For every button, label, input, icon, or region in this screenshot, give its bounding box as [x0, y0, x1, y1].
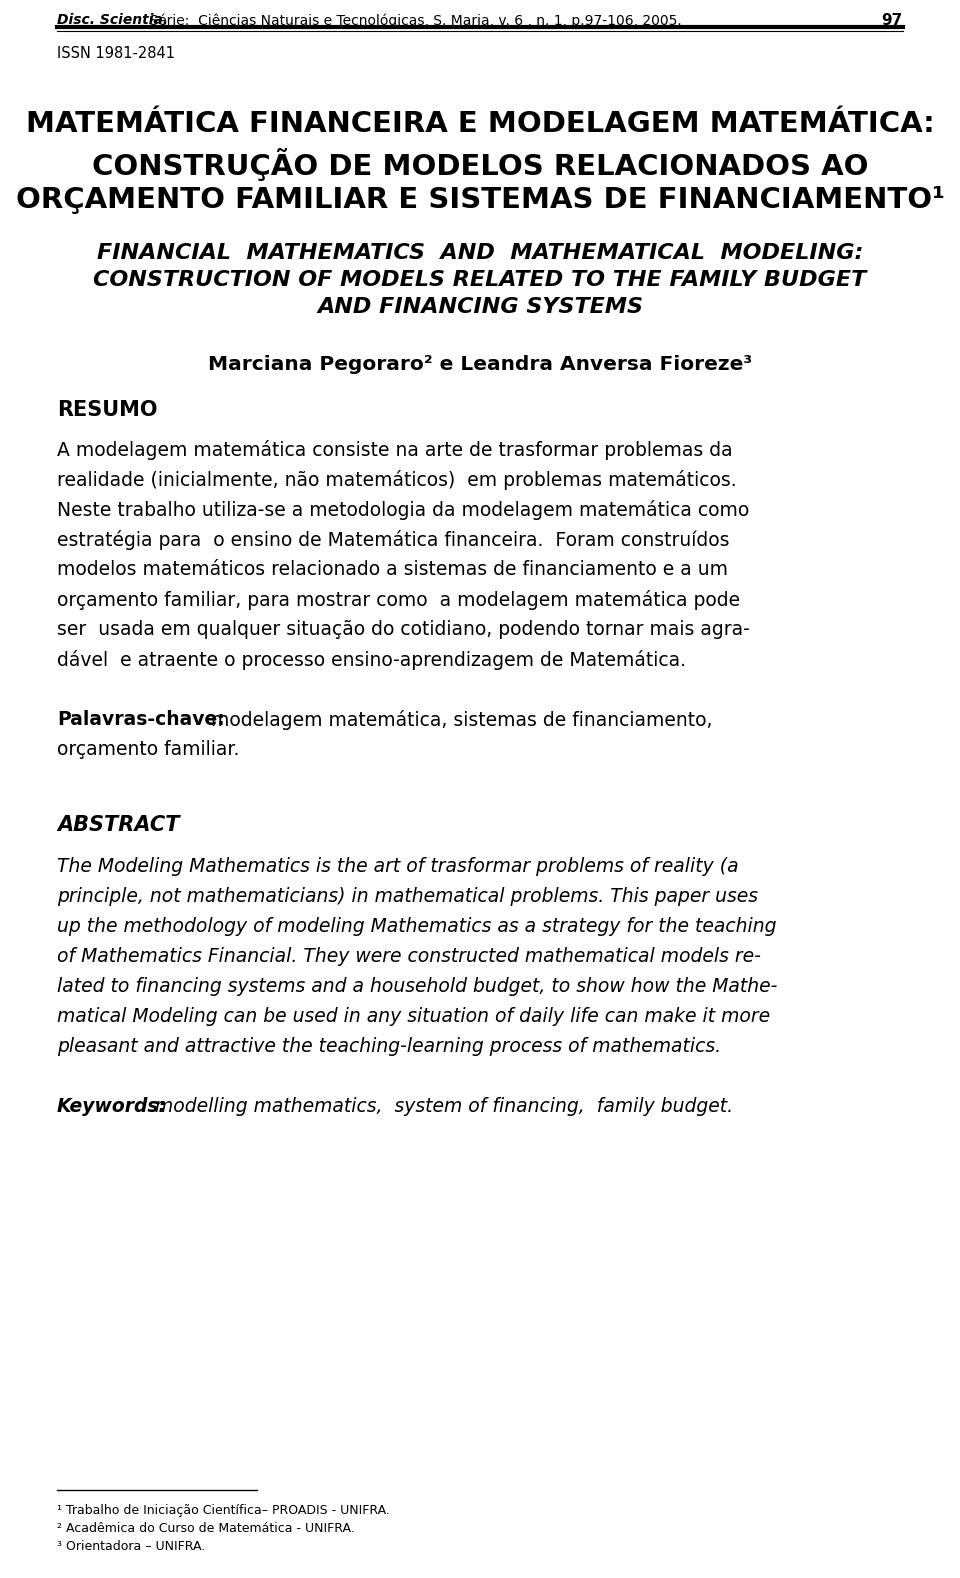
Text: principle, not mathematicians) in mathematical problems. This paper uses: principle, not mathematicians) in mathem… [57, 887, 758, 906]
Text: pleasant and attractive the teaching-learning process of mathematics.: pleasant and attractive the teaching-lea… [57, 1037, 721, 1056]
Text: ² Acadêmica do Curso de Matemática - UNIFRA.: ² Acadêmica do Curso de Matemática - UNI… [57, 1523, 355, 1535]
Text: A modelagem matemática consiste na arte de trasformar problemas da: A modelagem matemática consiste na arte … [57, 440, 732, 461]
Text: 97: 97 [881, 13, 903, 28]
Text: Disc. Scientia.: Disc. Scientia. [57, 13, 168, 27]
Text: realidade (inicialmente, não matemáticos)  em problemas matemáticos.: realidade (inicialmente, não matemáticos… [57, 470, 736, 491]
Text: ISSN 1981-2841: ISSN 1981-2841 [57, 46, 175, 62]
Text: CONSTRUÇÃO DE MODELOS RELACIONADOS AO: CONSTRUÇÃO DE MODELOS RELACIONADOS AO [92, 148, 868, 181]
Text: lated to financing systems and a household budget, to show how the Mathe-: lated to financing systems and a househo… [57, 977, 778, 996]
Text: Marciana Pegoraro² e Leandra Anversa Fioreze³: Marciana Pegoraro² e Leandra Anversa Fio… [208, 355, 752, 374]
Text: ser  usada em qualquer situação do cotidiano, podendo tornar mais agra-: ser usada em qualquer situação do cotidi… [57, 620, 750, 639]
Text: FINANCIAL  MATHEMATICS  AND  MATHEMATICAL  MODELING:: FINANCIAL MATHEMATICS AND MATHEMATICAL M… [97, 243, 863, 264]
Text: RESUMO: RESUMO [57, 399, 157, 420]
Text: estratégia para  o ensino de Matemática financeira.  Foram construídos: estratégia para o ensino de Matemática f… [57, 530, 730, 551]
Text: Neste trabalho utiliza-se a metodologia da modelagem matemática como: Neste trabalho utiliza-se a metodologia … [57, 500, 749, 521]
Text: dável  e atraente o processo ensino-aprendizagem de Matemática.: dável e atraente o processo ensino-apren… [57, 650, 686, 671]
Text: ³ Orientadora – UNIFRA.: ³ Orientadora – UNIFRA. [57, 1540, 205, 1553]
Text: matical Modeling can be used in any situation of daily life can make it more: matical Modeling can be used in any situ… [57, 1007, 770, 1026]
Text: Keywords:: Keywords: [57, 1097, 167, 1116]
Text: modelling mathematics,  system of financing,  family budget.: modelling mathematics, system of financi… [149, 1097, 733, 1116]
Text: modelagem matemática, sistemas de financiamento,: modelagem matemática, sistemas de financ… [205, 710, 712, 731]
Text: orçamento familiar.: orçamento familiar. [57, 740, 239, 759]
Text: up the methodology of modeling Mathematics as a strategy for the teaching: up the methodology of modeling Mathemati… [57, 917, 777, 936]
Text: ABSTRACT: ABSTRACT [57, 814, 180, 835]
Text: ¹ Trabalho de Iniciação Científica– PROADIS - UNIFRA.: ¹ Trabalho de Iniciação Científica– PROA… [57, 1504, 390, 1516]
Text: Série:  Ciências Naturais e Tecnológicas, S. Maria, v. 6 , n. 1, p.97-106, 2005.: Série: Ciências Naturais e Tecnológicas,… [145, 13, 682, 27]
Text: MATEMÁTICA FINANCEIRA E MODELAGEM MATEMÁTICA:: MATEMÁTICA FINANCEIRA E MODELAGEM MATEMÁ… [26, 110, 934, 137]
Text: orçamento familiar, para mostrar como  a modelagem matemática pode: orçamento familiar, para mostrar como a … [57, 590, 740, 611]
Text: ORÇAMENTO FAMILIAR E SISTEMAS DE FINANCIAMENTO¹: ORÇAMENTO FAMILIAR E SISTEMAS DE FINANCI… [15, 186, 945, 215]
Text: of Mathematics Financial. They were constructed mathematical models re-: of Mathematics Financial. They were cons… [57, 947, 761, 966]
Text: modelos matemáticos relacionado a sistemas de financiamento e a um: modelos matemáticos relacionado a sistem… [57, 560, 728, 579]
Text: AND FINANCING SYSTEMS: AND FINANCING SYSTEMS [317, 297, 643, 317]
Text: Palavras-chave:: Palavras-chave: [57, 710, 225, 729]
Text: CONSTRUCTION OF MODELS RELATED TO THE FAMILY BUDGET: CONSTRUCTION OF MODELS RELATED TO THE FA… [93, 270, 867, 290]
Text: The Modeling Mathematics is the art of trasformar problems of reality (a: The Modeling Mathematics is the art of t… [57, 857, 738, 876]
